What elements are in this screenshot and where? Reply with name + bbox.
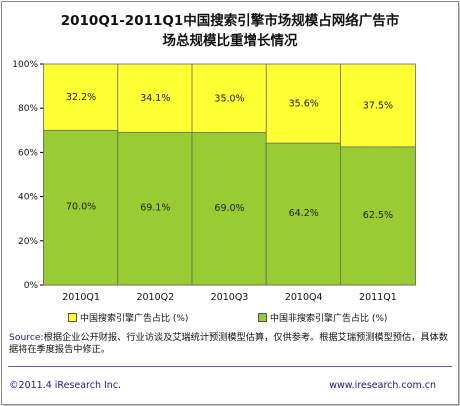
legend-label-search: 中国搜索引擎广告占比 (%) [80, 314, 189, 324]
legend-label-nonsearch: 中国非搜索引擎广告占比 (%) [270, 314, 388, 324]
y-tick-label: 80% [18, 104, 38, 114]
data-label-nonsearch-2010Q4: 64.2% [289, 208, 319, 219]
data-label-search-2010Q1: 32.2% [66, 92, 96, 103]
y-tick-label: 60% [18, 148, 38, 158]
x-tick-label-2010Q4: 2010Q4 [285, 292, 323, 303]
data-label-nonsearch-2010Q2: 69.1% [140, 203, 170, 214]
y-tick-label: 20% [18, 237, 38, 247]
footer-divider [8, 366, 452, 367]
x-tick-label-2010Q3: 2010Q3 [211, 292, 249, 303]
source-text: 根据企业公开财报、行业访谈及艾瑞统计预测模型估算，仅供参考。根据艾瑞预测模型预估… [9, 332, 448, 355]
data-label-nonsearch-2010Q3: 69.0% [214, 203, 244, 214]
source-lead: Source: [9, 332, 44, 343]
x-tick-label-2011Q1: 2011Q1 [359, 292, 397, 303]
y-tick-label: 0% [24, 281, 39, 291]
chart-labels: 32.2% 70.0% 34.1% 69.1% 35.0% 69.0% 35.6% 64.2%… [66, 92, 393, 221]
source-note: Source:根据企业公开财报、行业访谈及艾瑞统计预测模型估算，仅供参考。根据艾… [9, 332, 449, 356]
data-label-search-2010Q2: 34.1% [140, 93, 170, 104]
chart-axes: 0% 20% 40% 60% 80% 100% 2010Q1 2010Q2 2010Q3 2010… [12, 60, 415, 303]
chart-title-line1: 2010Q1-2011Q1中国搜索引擎市场规模占网络广告市 [60, 13, 400, 29]
data-label-search-2010Q3: 35.0% [214, 93, 244, 104]
data-label-search-2010Q4: 35.6% [289, 99, 319, 110]
data-label-nonsearch-2010Q1: 70.0% [66, 202, 96, 213]
data-label-search-2011Q1: 37.5% [363, 100, 393, 111]
bar-nonsearch-2010Q1 [43, 129, 119, 286]
legend-item-nonsearch: 中国非搜索引擎广告占比 (%) [258, 311, 387, 324]
legend-swatch-search [68, 313, 77, 322]
chart-bars [43, 63, 416, 286]
y-tick-label: 100% [12, 60, 38, 70]
chart-title-line2: 场总规模比重增长情况 [162, 33, 298, 49]
bar-nonsearch-2011Q1 [339, 146, 416, 286]
data-label-nonsearch-2011Q1: 62.5% [363, 210, 393, 221]
legend-swatch-nonsearch [258, 313, 267, 322]
bar-nonsearch-2010Q2 [117, 131, 194, 286]
bar-nonsearch-2010Q3 [191, 132, 268, 286]
bar-nonsearch-2010Q4 [265, 142, 342, 286]
x-tick-label-2010Q1: 2010Q1 [62, 292, 100, 303]
copyright-text: ©2011.4 iResearch Inc. [9, 380, 122, 391]
y-tick-label: 40% [18, 193, 38, 203]
x-tick-label-2010Q2: 2010Q2 [136, 292, 174, 303]
legend-item-search: 中国搜索引擎广告占比 (%) [68, 311, 188, 324]
website-link[interactable]: www.iresearch.com.cn [329, 380, 436, 391]
